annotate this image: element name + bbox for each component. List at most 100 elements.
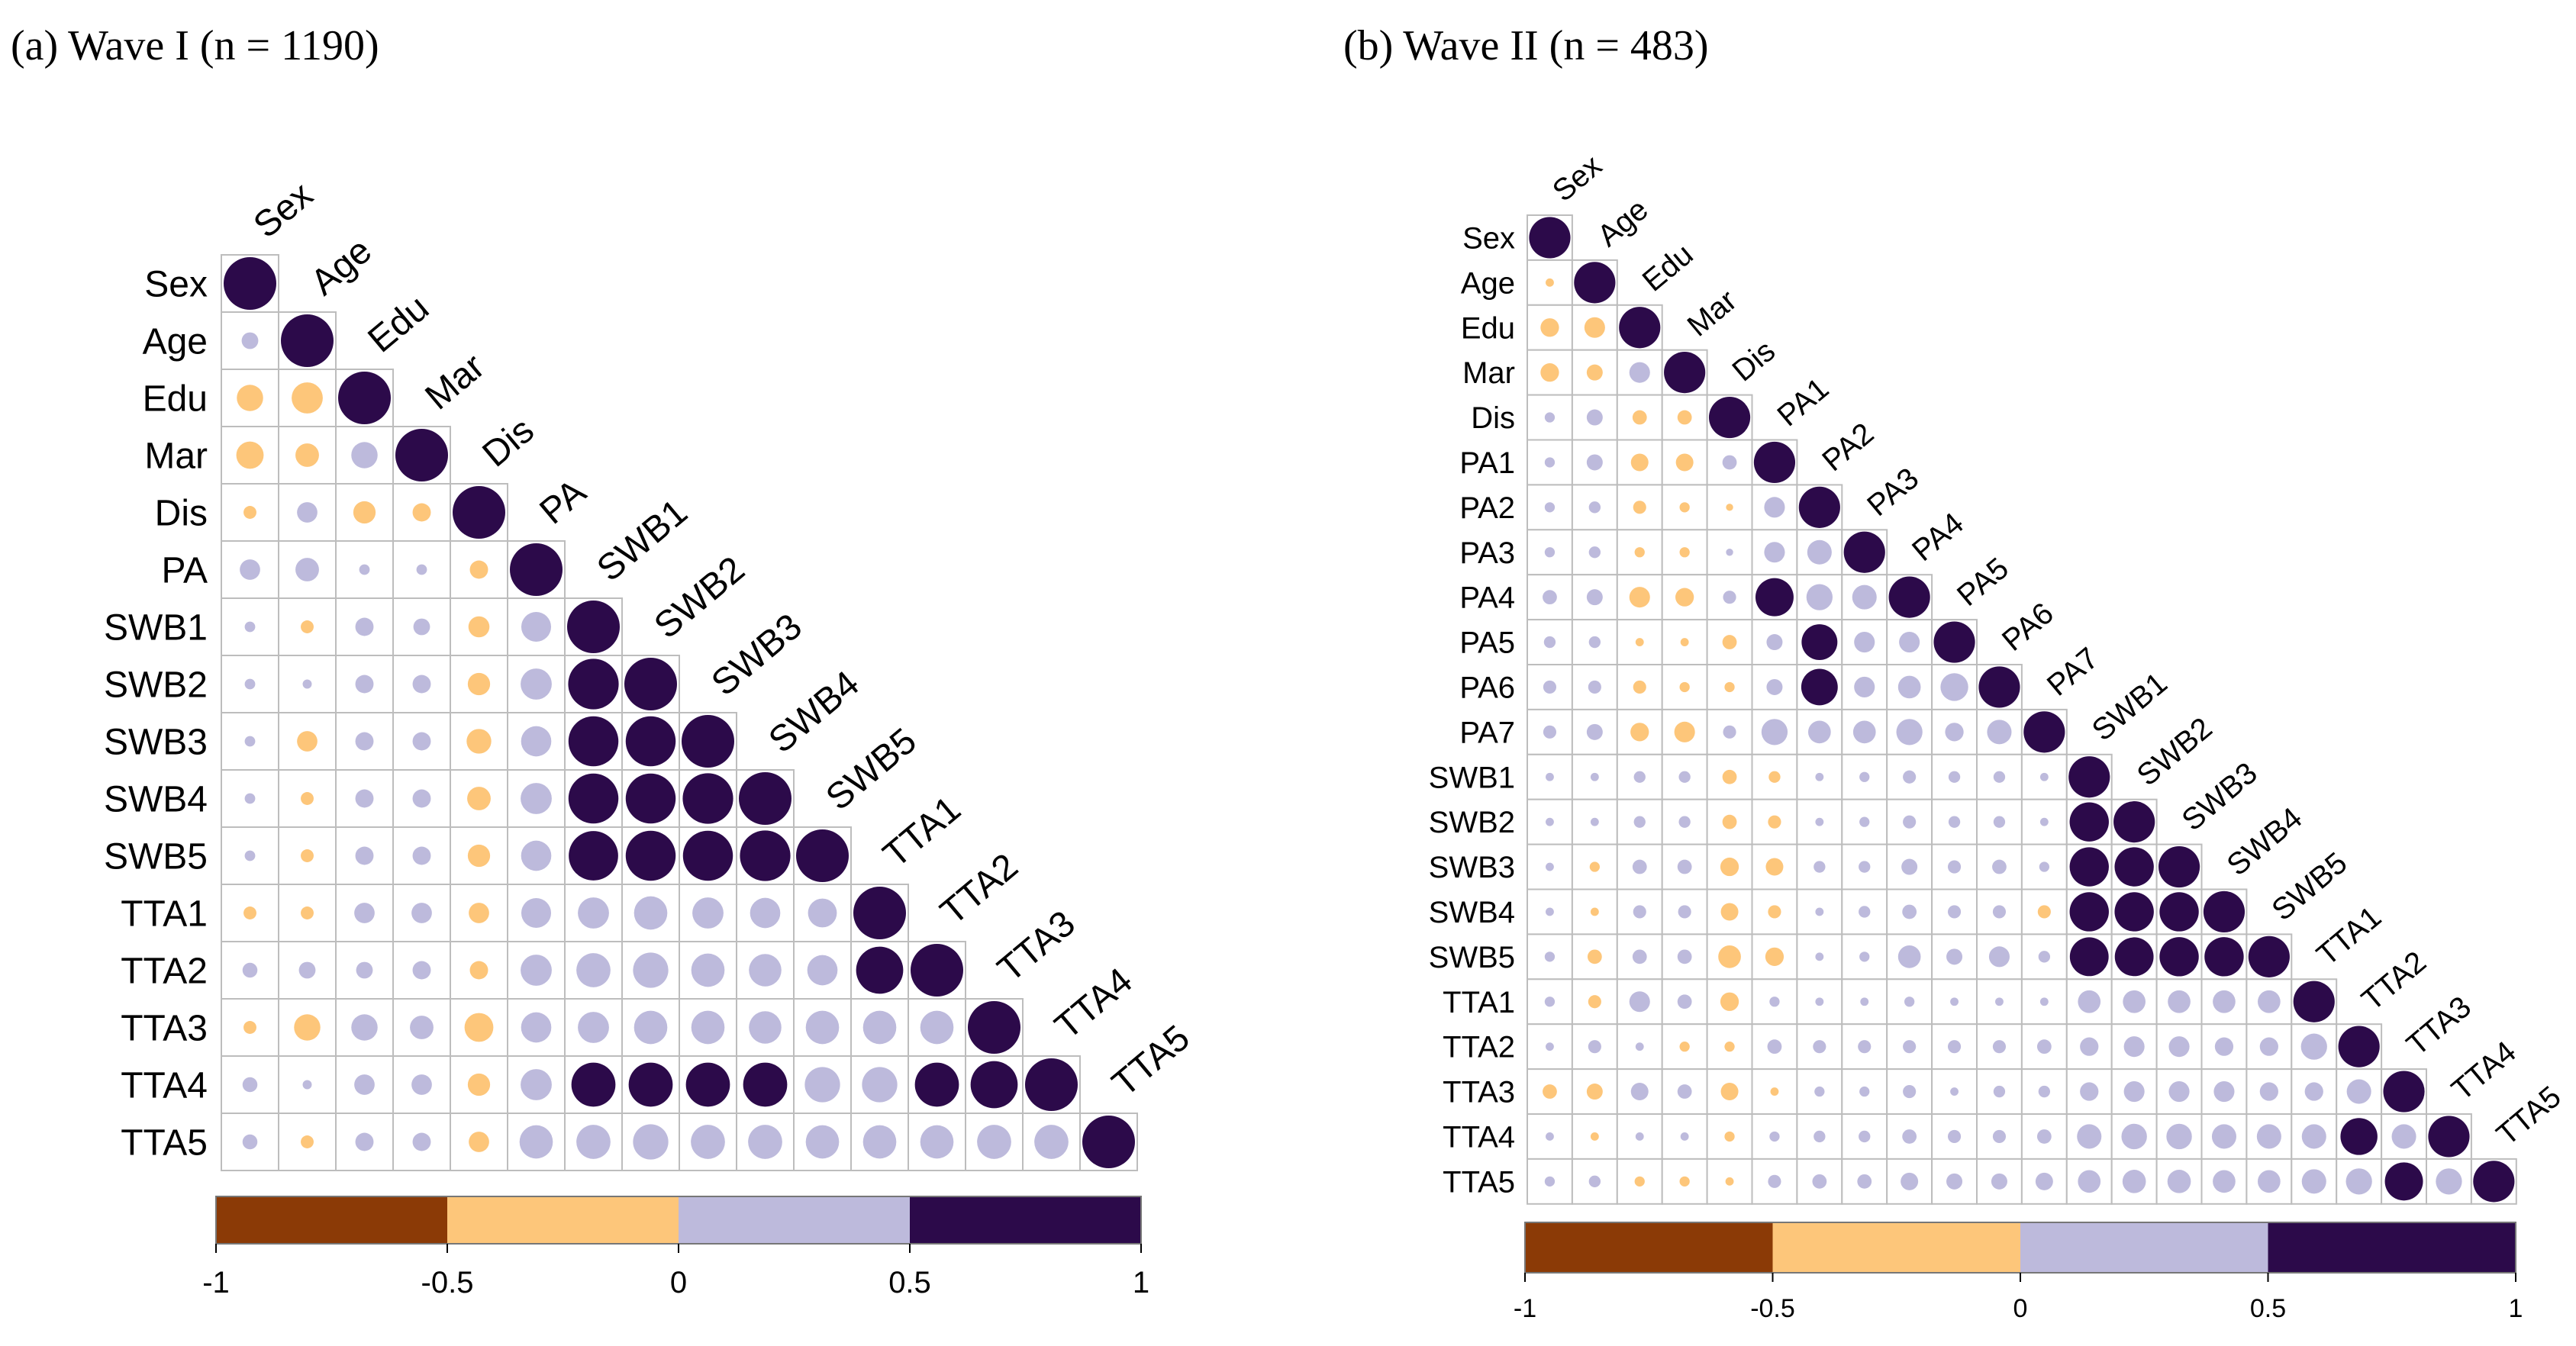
corr-point-PA4-PA2: [1806, 584, 1833, 610]
corr-point-TTA3-TTA2: [2346, 1079, 2371, 1104]
corr-point-TTA2-Edu: [356, 961, 373, 979]
corr-point-SWB5-Age: [301, 849, 314, 862]
corr-point-TTA2-Edu: [1635, 1042, 1644, 1051]
row-label-TTA3: TTA3: [1443, 1076, 1515, 1109]
corr-point-TTA1-PA2: [1815, 997, 1824, 1006]
corr-point-Dis-Edu: [353, 501, 376, 524]
corr-point-Dis-Dis: [453, 486, 505, 539]
row-label-SWB5: SWB5: [104, 836, 208, 877]
corr-point-SWB4-PA6: [1992, 905, 2007, 919]
corr-point-SWB1-SWB1: [567, 601, 620, 653]
colorbar-tick-label: -1: [202, 1266, 230, 1299]
corr-point-SWB5-SWB2: [625, 830, 676, 881]
corr-point-SWB4-SWB1: [2069, 892, 2109, 932]
corr-point-TTA1-Dis: [469, 903, 489, 923]
corr-point-PA2-PA1: [1764, 497, 1785, 518]
corr-point-TTA1-SWB5: [2258, 990, 2281, 1013]
corr-point-TTA3-SWB4: [2213, 1081, 2235, 1103]
corr-point-SWB5-Mar: [1677, 949, 1692, 964]
corr-point-TTA4-SWB2: [628, 1062, 673, 1107]
corr-point-TTA4-PA2: [1814, 1130, 1826, 1143]
corr-point-SWB3-PA6: [1992, 859, 2007, 874]
corr-point-SWB3-Dis: [466, 729, 492, 754]
corr-point-SWB4-SWB4: [2203, 890, 2246, 933]
corr-point-Age-Age: [1574, 262, 1616, 304]
corr-point-PA4-PA3: [1852, 584, 1877, 610]
corr-point-SWB3-PA: [521, 726, 552, 757]
corr-point-TTA1-Sex: [1544, 997, 1556, 1007]
row-label-PA4: PA4: [1459, 581, 1515, 615]
corr-point-TTA2-PA5: [1947, 1040, 1962, 1054]
corr-point-PA3-PA3: [1843, 531, 1885, 573]
corr-point-TTA3-SWB3: [691, 1010, 725, 1045]
corr-point-TTA1-Mar: [411, 903, 432, 923]
corr-point-PA5-Mar: [1680, 638, 1689, 646]
colorbar-segment-pos-strong: [910, 1196, 1142, 1244]
row-label-SWB2: SWB2: [1429, 806, 1515, 839]
corr-point-SWB5-Edu: [355, 846, 374, 865]
corr-point-TTA1-Age: [301, 906, 314, 919]
row-label-SWB1: SWB1: [1429, 761, 1515, 794]
corr-point-PA1-PA1: [1753, 441, 1796, 484]
corr-point-TTA4-Mar: [411, 1074, 432, 1095]
corr-point-TTA4-Age: [1590, 1132, 1599, 1141]
corr-point-Edu-Edu: [338, 372, 391, 424]
corr-point-TTA1-PA5: [1950, 997, 1959, 1006]
col-label-TTA4: TTA4: [1048, 961, 1140, 1048]
col-label-Sex: Sex: [247, 175, 321, 246]
corr-point-Edu-Sex: [237, 385, 263, 411]
corr-point-TTA3-Sex: [243, 1021, 256, 1034]
corr-point-TTA2-Mar: [412, 961, 431, 980]
colorbar-tick-label: 1: [2509, 1294, 2523, 1323]
corr-point-TTA3-PA1: [1770, 1087, 1779, 1096]
corr-point-PA6-PA6: [1978, 666, 2020, 708]
corr-point-Mar-Age: [1586, 364, 1603, 381]
corr-point-SWB4-Edu: [355, 789, 374, 808]
corr-point-SWB4-Age: [301, 792, 314, 805]
col-label-Mar: Mar: [418, 346, 492, 418]
corr-point-TTA5-TTA3: [2384, 1162, 2423, 1201]
corr-point-TTA5-PA7: [2035, 1172, 2053, 1190]
col-label-PA2: PA2: [1816, 417, 1880, 478]
corr-point-SWB5-SWB4: [2204, 937, 2244, 977]
corr-point-PA7-PA5: [1945, 723, 1964, 742]
corr-point-TTA2-PA6: [1992, 1040, 2007, 1054]
corr-point-SWB1-PA3: [1859, 771, 1870, 782]
row-label-TTA2: TTA2: [1443, 1031, 1515, 1064]
corr-point-SWB4-SWB1: [568, 773, 619, 824]
corr-point-SWB1-PA4: [1903, 770, 1917, 784]
corr-point-SWB2-Edu: [355, 675, 374, 694]
corr-point-TTA3-PA2: [1814, 1086, 1825, 1097]
corr-point-Mar-Mar: [395, 429, 448, 481]
corr-point-TTA2-SWB5: [2259, 1037, 2278, 1056]
row-label-Dis: Dis: [155, 493, 208, 533]
corr-point-SWB2-SWB1: [568, 659, 619, 710]
corr-point-TTA1-PA1: [1769, 997, 1780, 1007]
colorbar-tick-label: 0.5: [888, 1266, 931, 1299]
corr-point-SWB3-SWB3: [2158, 845, 2200, 888]
corr-point-TTA2-TTA1: [856, 946, 904, 994]
corr-point-SWB5-Mar: [412, 846, 431, 865]
corr-point-Age-Sex: [1546, 278, 1554, 287]
corr-point-TTA4-PA5: [1947, 1129, 1962, 1144]
col-label-PA7: PA7: [2041, 641, 2105, 702]
corr-point-TTA3-SWB1: [2080, 1082, 2099, 1101]
corr-point-SWB4-Edu: [1633, 905, 1646, 919]
col-label-PA3: PA3: [1861, 462, 1925, 523]
panel-wave-2: (b) Wave II (n = 483) SexAgeEduMarDisPA1…: [1343, 22, 2568, 1323]
corr-point-PA2-Age: [1588, 501, 1601, 514]
corr-point-PA1-Sex: [1544, 457, 1556, 468]
corr-point-TTA5-PA: [519, 1125, 553, 1159]
corr-point-PA1-Dis: [1722, 455, 1737, 470]
corr-point-TTA4-PA1: [1769, 1131, 1780, 1142]
colorbar-segment-pos-weak: [2020, 1222, 2268, 1273]
corr-point-Mar-Mar: [1664, 352, 1706, 394]
corr-point-TTA5-SWB5: [805, 1125, 840, 1159]
corr-point-SWB3-SWB1: [568, 716, 619, 767]
corr-point-SWB5-Sex: [244, 850, 256, 861]
corr-point-SWB4-PA3: [1859, 906, 1871, 918]
corr-point-SWB1-Sex: [1546, 772, 1554, 781]
col-label-PA6: PA6: [1996, 596, 2060, 657]
colorbar-tick-label: -1: [1514, 1294, 1536, 1323]
corr-point-PA-Sex: [240, 559, 260, 580]
